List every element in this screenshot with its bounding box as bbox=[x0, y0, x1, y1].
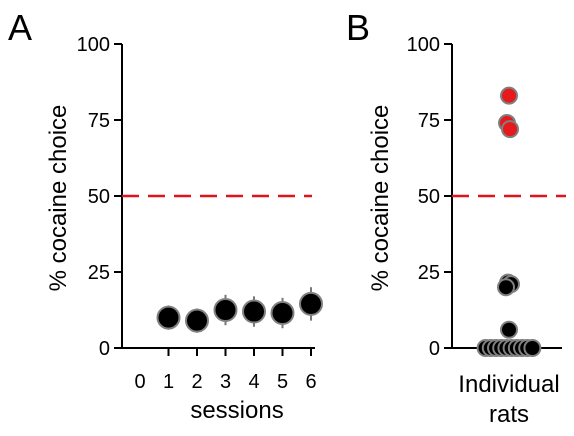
panel-b-y-tick-label: 0 bbox=[429, 338, 440, 360]
panel-b-highlighted-point bbox=[500, 86, 518, 105]
panel-a-letter: A bbox=[8, 7, 32, 48]
panel-b-x-axis-label-line: rats bbox=[489, 401, 529, 428]
panel-a-y-tick-label: 50 bbox=[88, 186, 110, 208]
panel-b-y-axis-label: % cocaine choice bbox=[367, 105, 394, 292]
panel-a-data-point bbox=[185, 308, 209, 333]
panel-b-data-point bbox=[497, 278, 515, 297]
panel-b: B % cocaine choice Individual rats 0 25 50 7… bbox=[346, 7, 566, 428]
panel-b-x-axis-label: Individual rats bbox=[458, 371, 559, 428]
panel-a-y-tick-label: 100 bbox=[77, 34, 110, 56]
panel-b-data-point bbox=[523, 339, 542, 357]
panel-a-y-tick-label: 25 bbox=[88, 262, 110, 284]
panel-a-data-point bbox=[242, 299, 266, 324]
panel-a-data-point bbox=[213, 298, 238, 322]
panel-b-y-tick-label: 100 bbox=[407, 34, 440, 56]
panel-a-data-point bbox=[270, 301, 295, 326]
panel-a-y-tick-label: 0 bbox=[99, 338, 110, 360]
panel-b-highlighted-point bbox=[501, 120, 519, 139]
panel-a-data-point bbox=[156, 305, 181, 330]
panel-a-y-axis-label: % cocaine choice bbox=[45, 105, 72, 292]
panel-a-x-tick-label: 5 bbox=[277, 371, 288, 393]
panel-b-y-tick-label: 50 bbox=[418, 186, 440, 208]
panel-b-plot-area: 0 25 50 75 100 bbox=[407, 34, 566, 360]
panel-a-x-axis-label: sessions bbox=[190, 397, 283, 424]
panel-b-data-point bbox=[500, 320, 518, 339]
panel-a-x-tick-label: 3 bbox=[220, 371, 231, 393]
panel-a-data-point bbox=[299, 291, 323, 316]
panel-b-y-tick-label: 75 bbox=[418, 110, 440, 132]
panel-a-x-tick-label: 4 bbox=[248, 371, 259, 393]
panel-a-x-tick-label: 0 bbox=[134, 371, 145, 393]
panel-a-x-tick-label: 6 bbox=[305, 371, 316, 393]
panel-a-x-tick-label: 2 bbox=[191, 371, 202, 393]
panel-b-x-axis-label-line: Individual bbox=[458, 371, 559, 398]
panel-b-y-tick-label: 25 bbox=[418, 262, 440, 284]
panel-a-y-tick-label: 75 bbox=[88, 110, 110, 132]
panel-a-x-tick-label: 1 bbox=[163, 371, 174, 393]
panel-b-letter: B bbox=[346, 7, 370, 48]
